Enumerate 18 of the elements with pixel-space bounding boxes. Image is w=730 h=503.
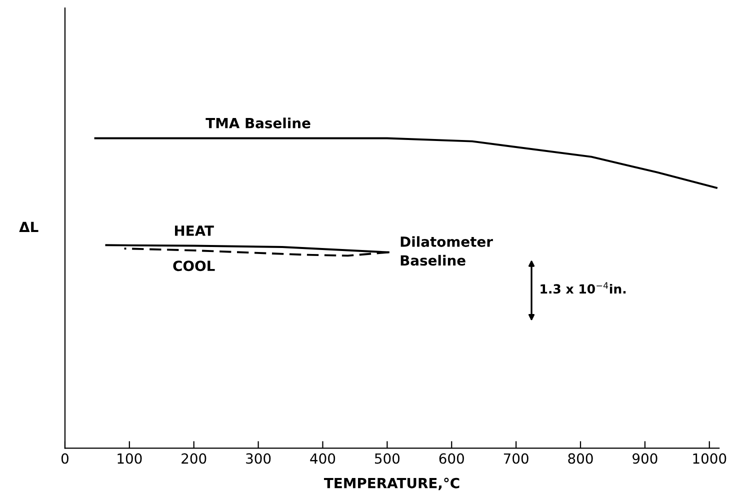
x-tick-label: 0	[61, 453, 68, 464]
x-tick-label: 500	[374, 453, 400, 464]
x-tick-label: 200	[182, 453, 206, 464]
series-label: TMA Baseline	[206, 118, 310, 128]
x-tick-label: 100	[118, 453, 142, 464]
x-tick-label: 800	[568, 453, 593, 464]
x-tick-label: 400	[310, 453, 336, 464]
annotation: 1.3 x 10$^{−4}$in.	[540, 282, 626, 294]
x-tick-label: 1000	[693, 453, 726, 464]
x-tick-label: 600	[439, 453, 464, 464]
x-tick-label: 700	[504, 453, 528, 464]
series-label: COOL	[173, 260, 215, 272]
x-tick-label: 900	[632, 453, 658, 464]
series-label: HEAT	[175, 226, 214, 236]
x-axis-title: TEMPERATURE,°C	[324, 478, 460, 490]
y-axis-title: ΔL	[19, 222, 38, 232]
annotation: Dilatometer Baseline	[400, 236, 493, 266]
x-tick-label: 300	[246, 453, 271, 464]
